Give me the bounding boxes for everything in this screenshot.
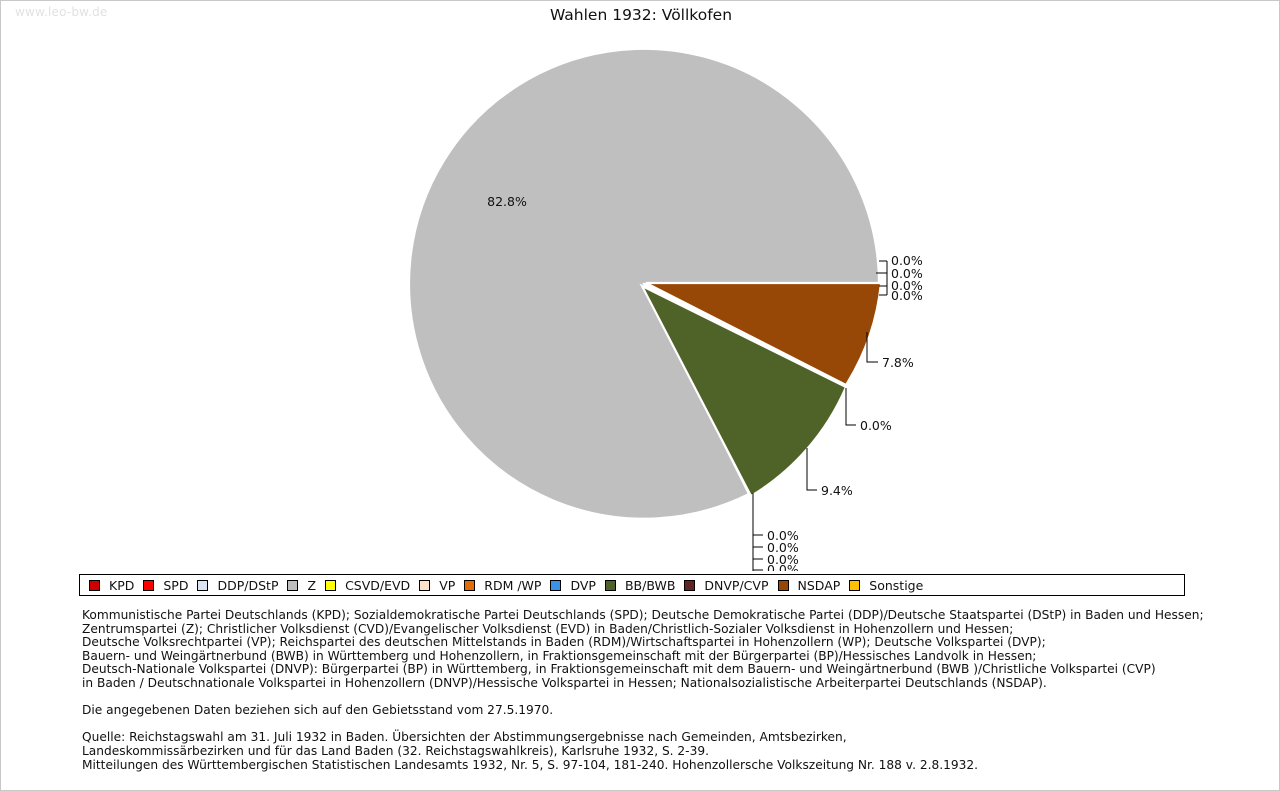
pie-label-tr-2: 0.0% xyxy=(891,266,923,281)
pie-slice-nsdap xyxy=(645,281,883,387)
footnote-line: Deutsche Volksrechtpartei (VP); Reichspa… xyxy=(82,635,1046,650)
chart-footnotes: Kommunistische Partei Deutschlands (KPD)… xyxy=(82,608,1262,772)
legend-item[interactable]: DNVP/CVP xyxy=(675,575,769,595)
legend-item-label: SPD xyxy=(163,577,189,593)
legend-item[interactable]: DVP xyxy=(541,575,596,595)
legend-color-swatch xyxy=(464,579,476,591)
pie-label-dnvp: 0.0% xyxy=(860,418,892,433)
legend-item-label: RDM /WP xyxy=(484,577,542,593)
source-line: Quelle: Reichstagswahl am 31. Juli 1932 … xyxy=(82,730,847,745)
footnote-line: Zentrumspartei (Z); Christlicher Volksdi… xyxy=(82,621,1014,636)
footnote-line: Kommunistische Partei Deutschlands (KPD)… xyxy=(82,608,1204,622)
legend-item[interactable]: VP xyxy=(410,575,455,595)
legend-item[interactable]: SPD xyxy=(134,575,188,595)
legend-item-label: BB/BWB xyxy=(624,577,676,593)
footnote-line: in Baden / Deutschnationale Volkspartei … xyxy=(82,675,1047,690)
site-watermark: www.leo-bw.de xyxy=(15,5,108,19)
legend-item-label: VP xyxy=(439,577,456,593)
legend-color-swatch xyxy=(550,579,562,591)
legend-item-label: Z xyxy=(307,577,317,593)
pie-label-b-4: 0.0% xyxy=(767,562,799,571)
pie-chart-svg: 82.8% 0.0% 0.0% 0.0% 0.0% 7.8% 0.0% 9.4% xyxy=(407,47,923,571)
leader-line-dnvp xyxy=(845,388,856,426)
legend-color-swatch xyxy=(604,579,616,591)
gebietsstand-note: Die angegebenen Daten beziehen sich auf … xyxy=(82,703,554,718)
legend-color-swatch xyxy=(325,579,337,591)
pie-label-tr-4: 0.0% xyxy=(891,288,923,303)
pie-label-b-2: 0.0% xyxy=(767,540,799,555)
legend-color-swatch xyxy=(419,579,431,591)
legend-color-swatch xyxy=(197,579,209,591)
legend-item-label: DVP xyxy=(570,577,596,593)
pie-label-nsdap: 7.8% xyxy=(882,355,914,370)
legend-item[interactable]: KPD xyxy=(80,575,134,595)
pie-chart: 82.8% 0.0% 0.0% 0.0% 0.0% 7.8% 0.0% 9.4% xyxy=(1,1,1280,571)
legend-item-label: DDP/DStP xyxy=(217,577,279,593)
legend-color-swatch xyxy=(89,579,100,591)
legend-item[interactable]: BB/BWB xyxy=(596,575,675,595)
legend-item[interactable]: DDP/DStP xyxy=(188,575,278,595)
legend-item-label: CSVD/EVD xyxy=(345,577,411,593)
legend-color-swatch xyxy=(684,579,696,591)
legend-color-swatch xyxy=(143,579,155,591)
legend-item-label: DNVP/CVP xyxy=(704,577,769,593)
legend-item-label: Sonstige xyxy=(869,577,924,593)
leader-line-nsdap xyxy=(866,332,878,363)
pie-label-bb-bwb: 9.4% xyxy=(821,483,853,498)
legend-color-swatch xyxy=(287,579,299,591)
pie-label-tr-3: 0.0% xyxy=(891,278,923,293)
legend-item[interactable]: CSVD/EVD xyxy=(316,575,410,595)
party-abbreviation-notes: Kommunistische Partei Deutschlands (KPD)… xyxy=(82,608,1262,691)
notes-spacer-1 xyxy=(82,691,1262,705)
legend-item[interactable]: Z xyxy=(278,575,316,595)
leader-line-bb-bwb xyxy=(806,448,817,491)
legend-item-label: KPD xyxy=(109,577,135,593)
source-line: Mitteilungen des Württembergischen Stati… xyxy=(82,757,978,772)
pie-label-z: 82.8% xyxy=(487,194,527,209)
source-note: Quelle: Reichstagswahl am 31. Juli 1932 … xyxy=(82,731,1262,772)
pie-label-b-3: 0.0% xyxy=(767,552,799,567)
pie-label-b-1: 0.0% xyxy=(767,528,799,543)
legend-item-label: NSDAP xyxy=(797,577,841,593)
chart-legend: KPD SPD DDP/DStP Z CSVD/EVD VP RDM /WP DVP BB/BW… xyxy=(79,574,1185,596)
legend-item[interactable]: NSDAP xyxy=(769,575,841,595)
legend-color-swatch xyxy=(777,579,789,591)
pie-slice-z xyxy=(407,47,881,520)
legend-color-swatch xyxy=(849,579,861,591)
source-line: Landeskommissärbezirken und für das Land… xyxy=(82,743,709,758)
footnote-line: Deutsch-Nationale Volkspartei (DNVP): Bü… xyxy=(82,662,1156,677)
pie-label-tr-1: 0.0% xyxy=(891,253,923,268)
footnote-line: Bauern- und Weingärtnerbund (BWB) in Wür… xyxy=(82,648,1037,663)
legend-item[interactable]: RDM /WP xyxy=(455,575,541,595)
legend-item[interactable]: Sonstige xyxy=(840,575,923,595)
chart-title: Wahlen 1932: Völlkofen xyxy=(549,6,733,24)
